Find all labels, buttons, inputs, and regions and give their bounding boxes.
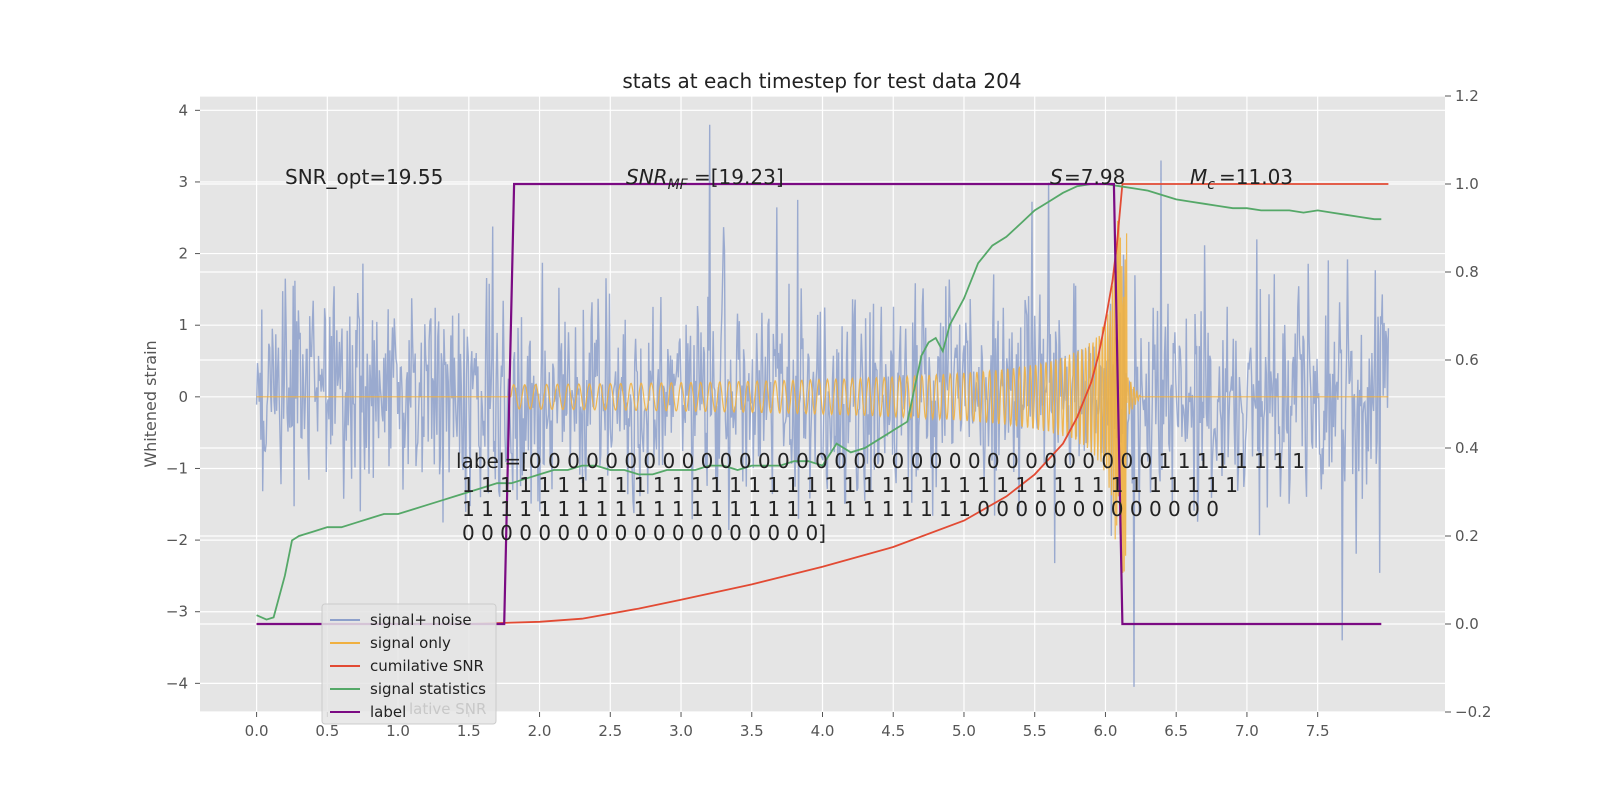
y-tick-label: 3 <box>178 173 188 191</box>
annotation-snr-mf: SNRMF =[19.23] <box>626 165 784 193</box>
y-tick-label: −3 <box>166 603 188 621</box>
label-line-1: label=[0 0 0 0 0 0 0 0 0 0 0 0 0 0 0 0 0… <box>456 449 1305 473</box>
legend-cumulative-snr-text: cumilative SNR <box>370 657 484 675</box>
x-tick-label: 2.0 <box>528 722 552 740</box>
legend-box <box>321 603 497 725</box>
legend-signal-noise-text: signal+ noise <box>370 611 472 629</box>
x-tick-label: 5.0 <box>952 722 976 740</box>
y2-tick-label: 0.4 <box>1455 439 1479 457</box>
x-tick-label: 6.5 <box>1164 722 1188 740</box>
legend-signal-statistics-text: signal statistics <box>370 680 486 698</box>
y-tick-label: −2 <box>166 531 188 549</box>
legend-signal-only-text: signal only <box>370 634 451 652</box>
x-tick-label: 3.5 <box>740 722 764 740</box>
x-tick-label: 3.0 <box>669 722 693 740</box>
y2-tick-label: 0.2 <box>1455 527 1479 545</box>
y2-tick-label: 0.8 <box>1455 263 1479 281</box>
y-tick-label: −1 <box>166 459 188 477</box>
annotation-snr-opt: SNR_opt=19.55 <box>285 165 443 189</box>
x-tick-label: 7.0 <box>1235 722 1259 740</box>
y2-tick-label: 1.0 <box>1455 175 1479 193</box>
x-tick-label: 0.5 <box>315 722 339 740</box>
annotation-mc: Mc =11.03 <box>1190 165 1293 193</box>
y-tick-label: 2 <box>178 245 188 263</box>
legend-items: signal+ noise signal only cumilative SNR si… <box>330 611 486 721</box>
y2-tick-label: 0.6 <box>1455 351 1479 369</box>
axes: 0.0 0.5 1.0 1.5 2.0 2.5 3.0 3.5 4.0 4.5 5.0 5.5 6.0 6… <box>166 87 1492 740</box>
legend: signal+ noise signal only cumilative SNR si… <box>321 603 497 725</box>
label-line-2: 1 1 1 1 1 1 1 1 1 1 1 1 1 1 1 1 1 1 1 1 … <box>462 473 1238 497</box>
svg-text:S: S <box>1050 165 1063 189</box>
x-tick-label: 1.5 <box>457 722 481 740</box>
annotation-snr-mf-value: =[19.23] <box>694 165 784 189</box>
label-line-3: 1 1 1 1 1 1 1 1 1 1 1 1 1 1 1 1 1 1 1 1 … <box>462 497 1219 521</box>
y-tick-label: 0 <box>178 388 188 406</box>
y2-tick-label: −0.2 <box>1455 703 1491 721</box>
annotation-label-array: label=[0 0 0 0 0 0 0 0 0 0 0 0 0 0 0 0 0… <box>456 449 1305 545</box>
x-tick-label: 0.0 <box>245 722 269 740</box>
series-signal-only <box>256 220 1389 573</box>
chart-title: stats at each timestep for test data 204 <box>622 69 1021 93</box>
y-tick-label: 4 <box>178 101 188 119</box>
y2-tick-label: 1.2 <box>1455 87 1479 105</box>
x-tick-label: 2.5 <box>598 722 622 740</box>
legend-ghost-text: lative SNR <box>409 700 486 718</box>
annotation-s: S =7.98 <box>1050 165 1125 189</box>
x-tick-label: 5.5 <box>1023 722 1047 740</box>
series-signal-noise <box>255 124 1390 687</box>
y-tick-label: 1 <box>178 316 188 334</box>
x-tick-label: 4.5 <box>881 722 905 740</box>
x-tick-label: 6.0 <box>1094 722 1118 740</box>
series-signal-statistics <box>256 183 1382 621</box>
x-tick-label: 7.5 <box>1306 722 1330 740</box>
annotation-mc-value: =11.03 <box>1219 165 1293 189</box>
y-tick-label: −4 <box>166 674 188 692</box>
y2-tick-label: 0.0 <box>1455 615 1479 633</box>
legend-label-text: label <box>370 703 406 721</box>
svg-text:SNRMF: SNRMF <box>626 165 689 193</box>
y-axis-label: Whitened strain <box>141 340 160 467</box>
annotation-s-value: =7.98 <box>1064 165 1125 189</box>
label-line-4: 0 0 0 0 0 0 0 0 0 0 0 0 0 0 0 0 0 0 0] <box>462 521 826 545</box>
x-tick-label: 4.0 <box>811 722 835 740</box>
x-tick-label: 1.0 <box>386 722 410 740</box>
series-cumulative-snr <box>256 183 1389 625</box>
